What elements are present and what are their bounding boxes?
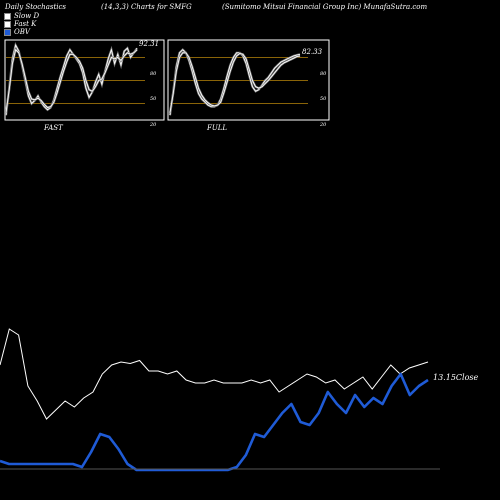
full-tick-50: 50 <box>320 96 327 102</box>
legend-swatch-slow-d <box>4 12 11 20</box>
price-panel-lines <box>0 328 429 472</box>
legend-item-fast-k: Fast K <box>4 20 36 28</box>
close-last-value: 13.15Close <box>433 373 479 382</box>
close-last-value-number: 13.15 <box>433 373 456 382</box>
chart-header-company: (Sumitomo Mitsui Financial Group Inc) Mu… <box>222 3 428 11</box>
full-panel-grid <box>170 57 308 104</box>
legend-item-slow-d: Slow D <box>4 12 39 20</box>
full-panel-frame <box>167 39 330 121</box>
chart-header-ticker: (14,3,3) Charts for SMFG <box>101 3 192 11</box>
close-series-label: Close <box>456 373 479 382</box>
fast-panel-lines <box>4 41 138 116</box>
legend-swatch-fast-k <box>4 20 11 28</box>
obv-line <box>0 372 429 472</box>
full-tick-80: 80 <box>320 71 327 77</box>
legend-label-slow-d: Slow D <box>14 12 40 20</box>
fast-tick-80: 80 <box>150 71 157 77</box>
full-panel-title: FULL <box>206 124 227 132</box>
legend-swatch-obv <box>4 28 11 36</box>
fast-last-value: 92.31 <box>139 40 159 48</box>
chart-header-title: Daily Stochastics <box>5 3 67 11</box>
full-tick-20: 20 <box>319 122 327 128</box>
fast-panel-frame <box>4 39 165 121</box>
legend-item-obv: OBV <box>4 28 30 36</box>
full-panel-lines <box>168 48 301 116</box>
fast-panel-title: FAST <box>43 124 64 132</box>
full-last-value: 82.33 <box>302 48 323 56</box>
fast-tick-20: 20 <box>149 122 157 128</box>
fast-fast-k-line <box>5 43 138 116</box>
full-full-d-line <box>169 52 301 113</box>
legend-label-obv: OBV <box>14 28 30 36</box>
fast-tick-50: 50 <box>150 96 157 102</box>
fast-slow-d-line <box>5 48 138 113</box>
close-price-line <box>0 328 429 420</box>
legend-label-fast-k: Fast K <box>14 20 37 28</box>
full-full-k-line <box>169 49 301 116</box>
